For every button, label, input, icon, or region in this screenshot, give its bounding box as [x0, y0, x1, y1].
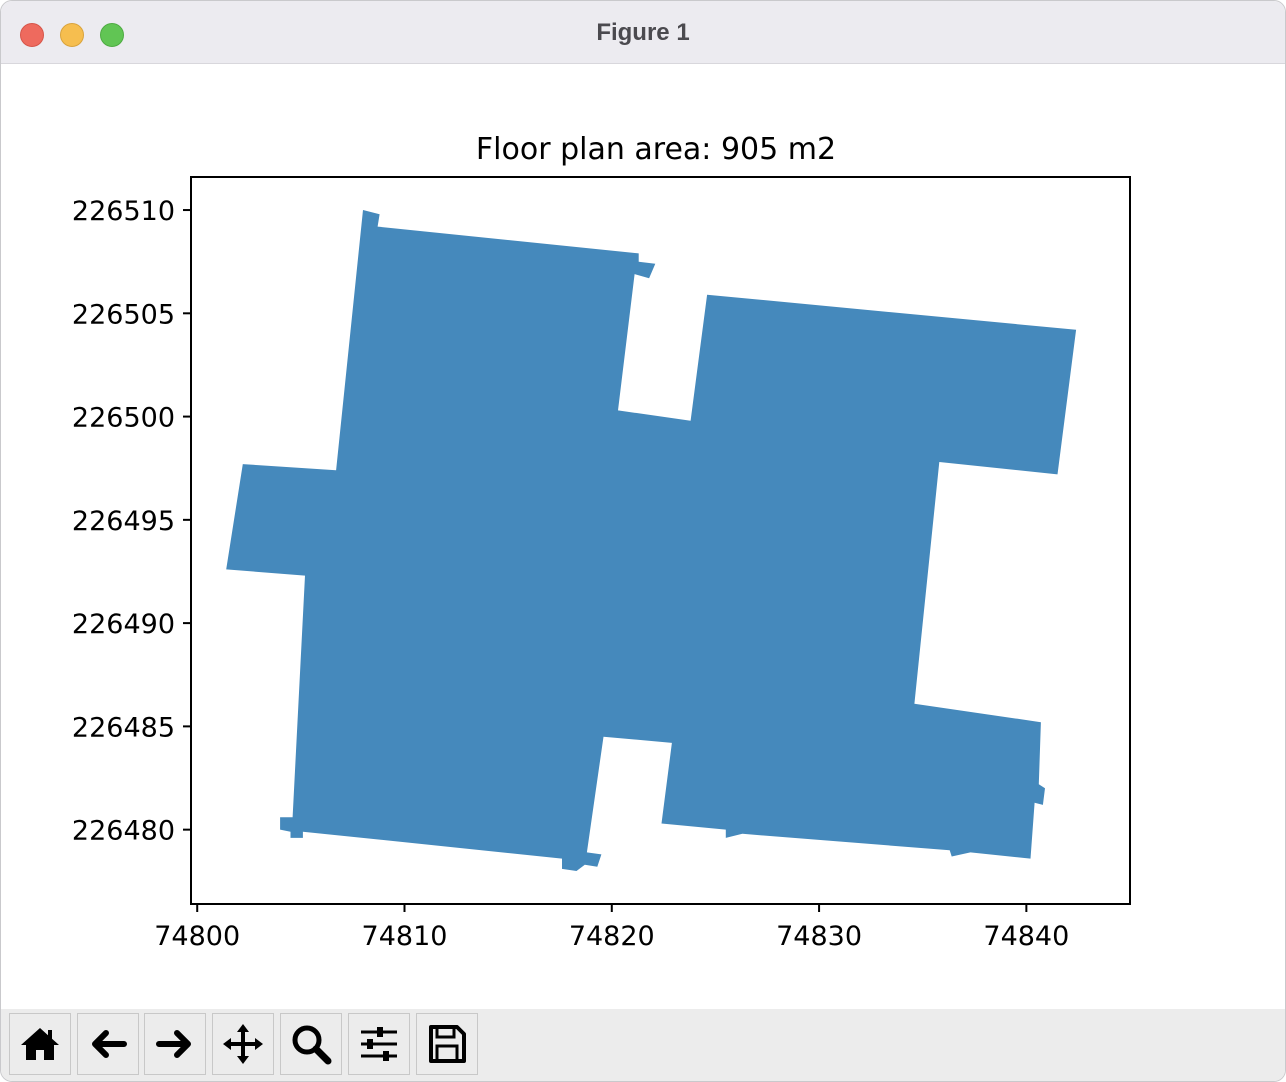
axes-frame — [190, 176, 1131, 905]
home-icon — [21, 1028, 59, 1060]
pan-button[interactable] — [212, 1013, 274, 1075]
navigation-toolbar — [1, 1009, 1285, 1081]
zoom-button[interactable] — [280, 1013, 342, 1075]
move-icon — [223, 1024, 263, 1064]
close-button[interactable] — [20, 23, 44, 47]
home-button[interactable] — [9, 1013, 71, 1075]
chart-title: Floor plan area: 905 m2 — [476, 132, 836, 167]
arrow-right-icon — [156, 1030, 191, 1058]
zoom-window-button[interactable] — [100, 23, 124, 47]
x-tick-label: 74800 — [154, 921, 240, 952]
x-tick-label: 74820 — [569, 921, 655, 952]
title-bar[interactable]: Figure 1 — [1, 1, 1285, 64]
axis-ticks: 74800 74810 74820 74830 74840 226480 226485 226… — [72, 196, 1069, 952]
x-tick-label: 74830 — [776, 921, 862, 952]
x-tick-label: 74810 — [362, 921, 448, 952]
floor-plan-polygon — [226, 210, 1077, 871]
save-button[interactable] — [416, 1013, 478, 1075]
y-tick-label: 226500 — [72, 403, 175, 434]
y-tick-label: 226490 — [72, 609, 175, 640]
magnifier-icon — [292, 1025, 332, 1065]
floppy-disk-icon — [429, 1025, 466, 1063]
y-tick-label: 226480 — [72, 816, 175, 847]
figure-canvas[interactable]: Floor plan area: 905 m2 74800 74810 74820 7… — [5, 64, 1283, 1008]
plot-svg: Floor plan area: 905 m2 74800 74810 74820 7… — [72, 132, 1131, 952]
y-tick-label: 226510 — [72, 196, 175, 227]
arrow-left-icon — [92, 1030, 127, 1058]
window-title: Figure 1 — [596, 19, 690, 46]
y-tick-label: 226505 — [72, 299, 175, 330]
y-tick-label: 226495 — [72, 506, 175, 537]
configure-subplots-button[interactable] — [348, 1013, 410, 1075]
sliders-icon — [361, 1027, 397, 1061]
minimize-button[interactable] — [60, 23, 84, 47]
forward-button[interactable] — [144, 1013, 206, 1075]
x-tick-label: 74840 — [983, 921, 1069, 952]
back-button[interactable] — [77, 1013, 139, 1075]
y-tick-label: 226485 — [72, 712, 175, 743]
